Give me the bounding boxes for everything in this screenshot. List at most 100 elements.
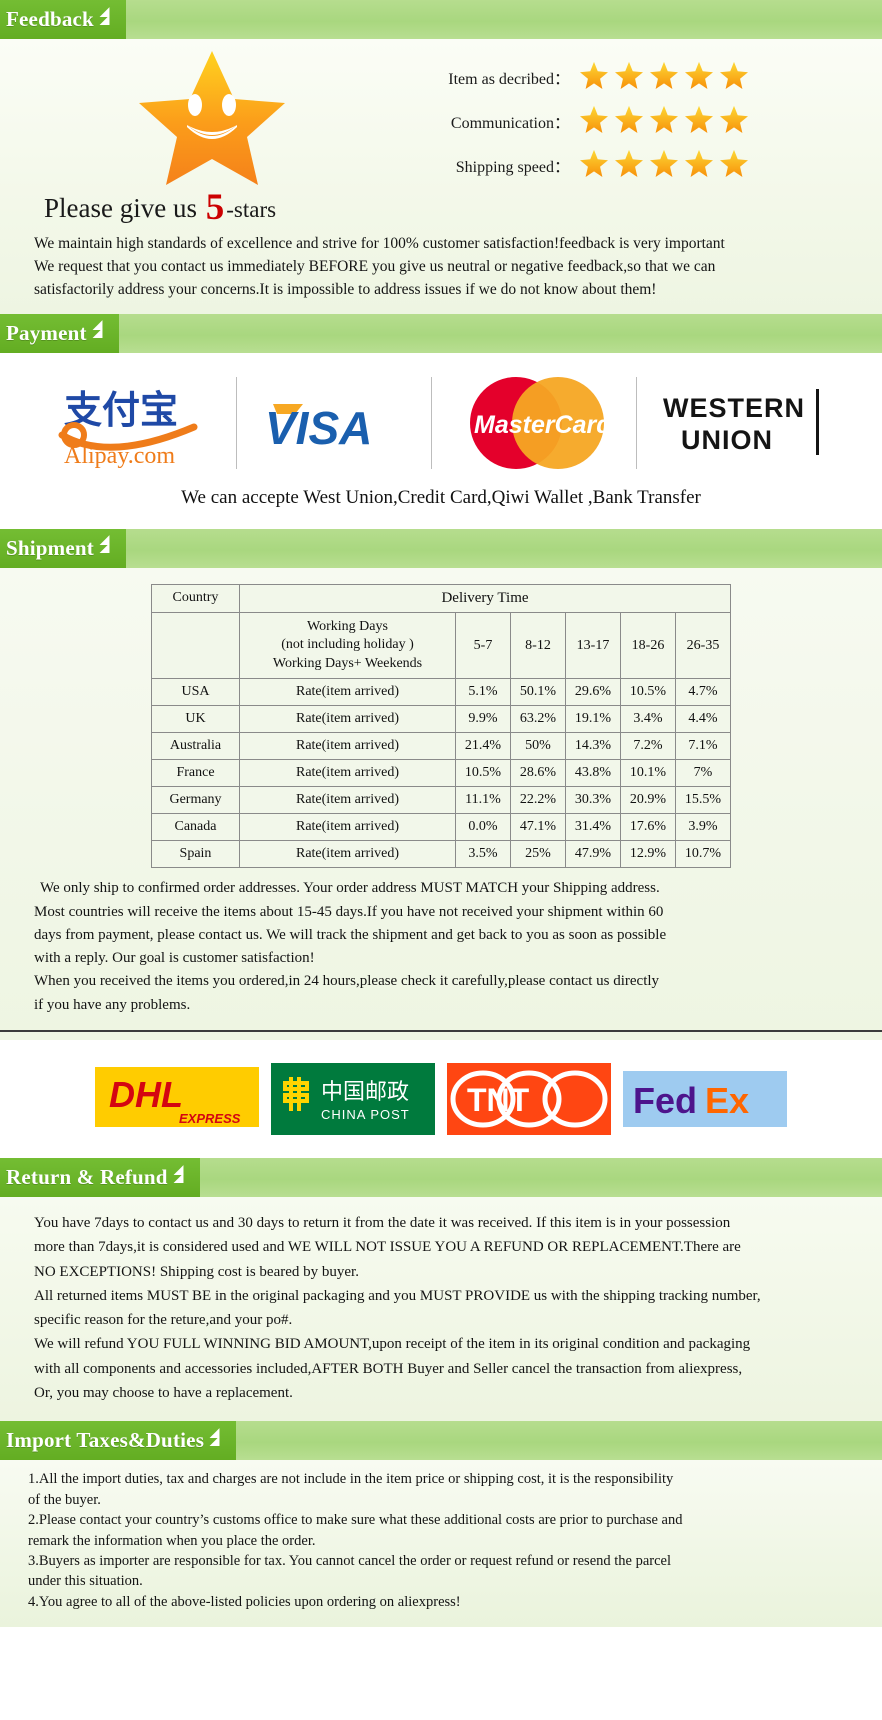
row-value: 4.7% [675,678,731,707]
row-value: 63.2% [510,705,566,734]
star-icon [580,105,608,138]
star-icon [580,61,608,94]
row-value: 11.1% [455,786,511,815]
tax-line: of the buyer. [28,1491,101,1508]
rating-list: Item as decribed： Communication： [430,47,882,193]
star-icon [685,149,713,182]
row-value: 17.6% [620,813,676,842]
section-tab-tax: Import Taxes&Duties [0,1421,237,1461]
tax-line: under this situation. [28,1573,143,1590]
visa-logo: VISA [237,375,431,471]
working-days-cell: Working Days (not including holiday ) Wo… [239,611,456,680]
working-days-line: Working Days+ Weekends [272,655,423,671]
row-value: 22.2% [510,786,566,815]
row-rate-label: Rate(item arrived) [239,759,456,788]
payment-logo-row: 支付宝 Alipay.com VISA Ma [0,369,882,477]
feedback-line: satisfactorily address your concerns.It … [34,280,657,298]
row-rate-label: Rate(item arrived) [239,813,456,842]
feedback-star-graphic: Please give us 5-stars [0,47,430,229]
row-value: 29.6% [565,678,621,707]
table-row: Australia Rate(item arrived) 21.4% 50% 1… [151,732,731,761]
row-value: 0.0% [455,813,511,842]
star-icon [650,149,678,182]
row-value: 12.9% [620,840,676,869]
range-header: 26-35 [675,611,731,680]
rating-stars [580,61,748,94]
star-icon [580,149,608,182]
row-value: 28.6% [510,759,566,788]
row-rate-label: Rate(item arrived) [239,840,456,869]
empty-cell [151,611,240,680]
row-value: 3.4% [620,705,676,734]
svg-text:支付宝: 支付宝 [64,388,178,432]
table-subheader-row: Working Days (not including holiday ) Wo… [151,611,731,680]
row-rate-label: Rate(item arrived) [239,705,456,734]
svg-text:WESTERN: WESTERN [663,393,805,423]
row-value: 31.4% [565,813,621,842]
section-header-feedback: Feedback [0,0,882,39]
row-value: 21.4% [455,732,511,761]
rating-label: Item as decribed： [448,71,570,88]
star-icon [615,61,643,94]
shipping-note-line: if you have any problems. [34,996,191,1013]
row-country: Spain [151,840,240,869]
logo-divider [635,376,637,469]
chevron-down-icon [92,320,108,346]
chevron-down-icon [173,1164,189,1191]
section-header-tax: Import Taxes&Duties [0,1421,882,1461]
chevron-down-icon [99,6,115,33]
mastercard-logo: MasterCard [432,375,636,471]
give-prefix: Please give us [44,193,204,223]
row-value: 9.9% [455,705,511,734]
alipay-logo: 支付宝 Alipay.com [32,375,236,471]
row-value: 7.2% [620,732,676,761]
tax-line: 2.Please contact your country’s customs … [28,1512,683,1529]
header-delivery-time: Delivery Time [239,583,731,613]
star-icon [615,105,643,138]
row-value: 5.1% [455,678,511,707]
section-title-return: Return & Refund [6,1165,168,1189]
return-line: with all components and accessories incl… [34,1360,743,1377]
shipment-body: Country Delivery Time Working Days (not … [0,567,882,1040]
rating-label: Shipping speed： [455,159,570,176]
row-value: 30.3% [565,786,621,815]
star-icon [720,61,748,94]
row-country: Australia [151,732,240,761]
western-union-logo: WESTERN UNION [637,375,851,471]
star-icon [650,105,678,138]
range-header: 13-17 [565,611,621,680]
row-value: 3.9% [675,813,731,842]
table-row: USA Rate(item arrived) 5.1% 50.1% 29.6% … [151,678,731,707]
shipping-note-line: We only ship to confirmed order addresse… [40,880,660,897]
shipping-notes: We only ship to confirmed order addresse… [0,868,882,1022]
row-country: France [151,759,240,788]
row-value: 20.9% [620,786,676,815]
row-value: 15.5% [675,786,731,815]
shipping-note-line: days from payment, please contact us. We… [34,926,667,943]
rating-row-item-as-described: Item as decribed： [430,61,882,93]
row-value: 47.1% [510,813,566,842]
row-value: 25% [510,840,566,869]
row-value: 10.5% [455,759,511,788]
row-value: 3.5% [455,840,511,869]
row-value: 43.8% [565,759,621,788]
import-taxes-body: 1.All the import duties, tax and charges… [0,1460,882,1628]
section-tab-payment: Payment [0,313,119,353]
table-row: Canada Rate(item arrived) 0.0% 47.1% 31.… [151,813,731,842]
feedback-line: We maintain high standards of excellence… [34,235,725,252]
svg-text:VISA: VISA [265,402,372,454]
tnt-logo: TNT [444,1060,614,1138]
logo-divider [430,376,432,469]
section-title-tax: Import Taxes&Duties [6,1428,205,1453]
row-value: 4.4% [675,705,731,734]
tax-line: 1.All the import duties, tax and charges… [28,1471,674,1488]
return-line: more than 7days,it is considered used an… [34,1239,741,1256]
section-tab-feedback: Feedback [0,0,126,39]
svg-text:Fed: Fed [633,1080,697,1121]
return-line: We will refund YOU FULL WINNING BID AMOU… [34,1336,751,1353]
feedback-paragraph: We maintain high standards of excellence… [0,231,882,302]
return-line: All returned items MUST BE in the origin… [34,1287,761,1304]
tax-line: 4.You agree to all of the above-listed p… [28,1593,461,1610]
return-line: NO EXCEPTIONS! Shipping cost is beared b… [34,1263,359,1280]
section-header-shipment: Shipment [0,528,882,568]
